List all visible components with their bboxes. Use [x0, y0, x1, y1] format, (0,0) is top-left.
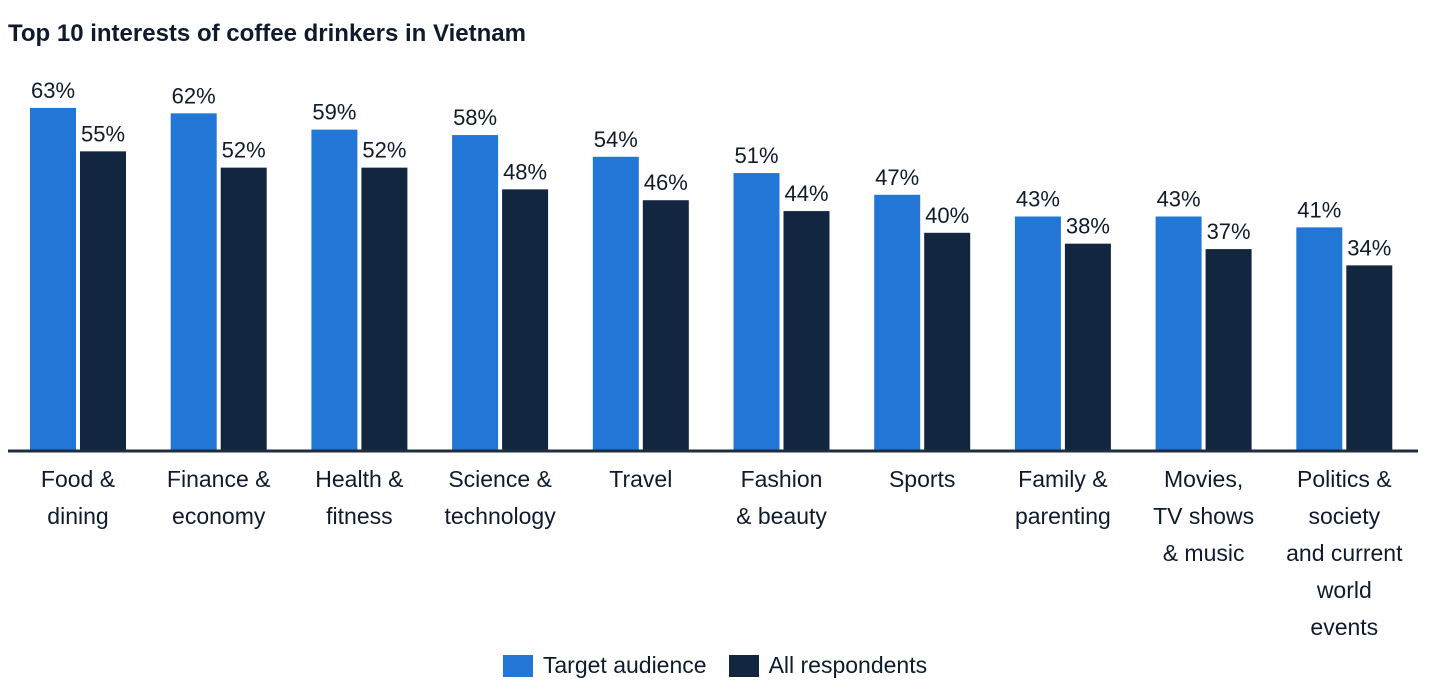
bar-target-audience-1: [30, 107, 76, 450]
legend-item-all-respondents: All respondents: [728, 652, 928, 679]
value-label-target-audience-6: 51%: [734, 143, 778, 168]
bar-all-respondents-7: [924, 232, 971, 450]
bar-target-audience-9: [1155, 216, 1202, 450]
value-label-all-respondents-1: 55%: [81, 121, 125, 146]
value-label-target-audience-7: 47%: [875, 165, 919, 190]
category-label-1: Food & dining: [41, 466, 115, 529]
bar-target-audience-7: [874, 194, 921, 450]
value-label-all-respondents-3: 52%: [362, 138, 406, 163]
value-label-all-respondents-2: 52%: [222, 138, 266, 163]
value-label-target-audience-5: 54%: [594, 127, 638, 152]
bar-all-respondents-9: [1205, 249, 1252, 450]
category-label-4: Science & technology: [444, 466, 556, 529]
legend-swatch: [502, 654, 533, 677]
value-label-target-audience-3: 59%: [312, 100, 356, 125]
legend: Target audience All respondents: [0, 652, 1430, 679]
category-label-10: Politics & society and current world events: [1286, 466, 1403, 640]
bar-all-respondents-3: [361, 167, 408, 450]
bar-target-audience-8: [1014, 216, 1061, 450]
value-label-all-respondents-9: 37%: [1207, 219, 1251, 244]
bar-all-respondents-4: [502, 189, 549, 451]
value-label-all-respondents-10: 34%: [1347, 235, 1391, 260]
bar-all-respondents-1: [80, 151, 126, 450]
category-label-7: Sports: [889, 466, 955, 492]
category-label-8: Family & parenting: [1015, 466, 1111, 529]
legend-label: All respondents: [768, 652, 928, 678]
bar-all-respondents-5: [642, 200, 689, 450]
value-label-all-respondents-7: 40%: [925, 203, 969, 228]
value-label-all-respondents-8: 38%: [1066, 214, 1110, 239]
bar-target-audience-6: [733, 173, 780, 450]
bar-all-respondents-8: [1064, 243, 1111, 450]
value-label-target-audience-8: 43%: [1016, 187, 1060, 212]
bar-all-respondents-10: [1346, 265, 1393, 450]
value-label-target-audience-10: 41%: [1297, 197, 1341, 222]
category-label-5: Travel: [609, 466, 672, 492]
value-label-all-respondents-4: 48%: [503, 159, 547, 184]
bar-target-audience-3: [311, 129, 358, 450]
value-label-all-respondents-6: 44%: [784, 181, 828, 206]
value-label-target-audience-9: 43%: [1157, 187, 1201, 212]
value-label-target-audience-4: 58%: [453, 105, 497, 130]
legend-swatch: [728, 654, 759, 677]
value-label-target-audience-1: 63%: [31, 78, 75, 103]
value-label-target-audience-2: 62%: [172, 83, 216, 108]
category-label-2: Finance & economy: [167, 466, 271, 529]
bar-target-audience-5: [592, 156, 639, 450]
bar-all-respondents-6: [783, 211, 830, 450]
bar-target-audience-10: [1296, 227, 1343, 450]
legend-label: Target audience: [542, 652, 707, 678]
category-label-9: Movies, TV shows & music: [1153, 466, 1254, 566]
bar-target-audience-4: [452, 135, 499, 450]
legend-item-target-audience: Target audience: [502, 652, 707, 679]
chart-title: Top 10 interests of coffee drinkers in V…: [8, 20, 526, 47]
category-label-6: Fashion & beauty: [736, 466, 827, 529]
category-label-3: Health & fitness: [315, 466, 403, 529]
value-label-all-respondents-5: 46%: [644, 170, 688, 195]
bar-target-audience-2: [170, 113, 217, 450]
bar-all-respondents-2: [220, 167, 267, 450]
